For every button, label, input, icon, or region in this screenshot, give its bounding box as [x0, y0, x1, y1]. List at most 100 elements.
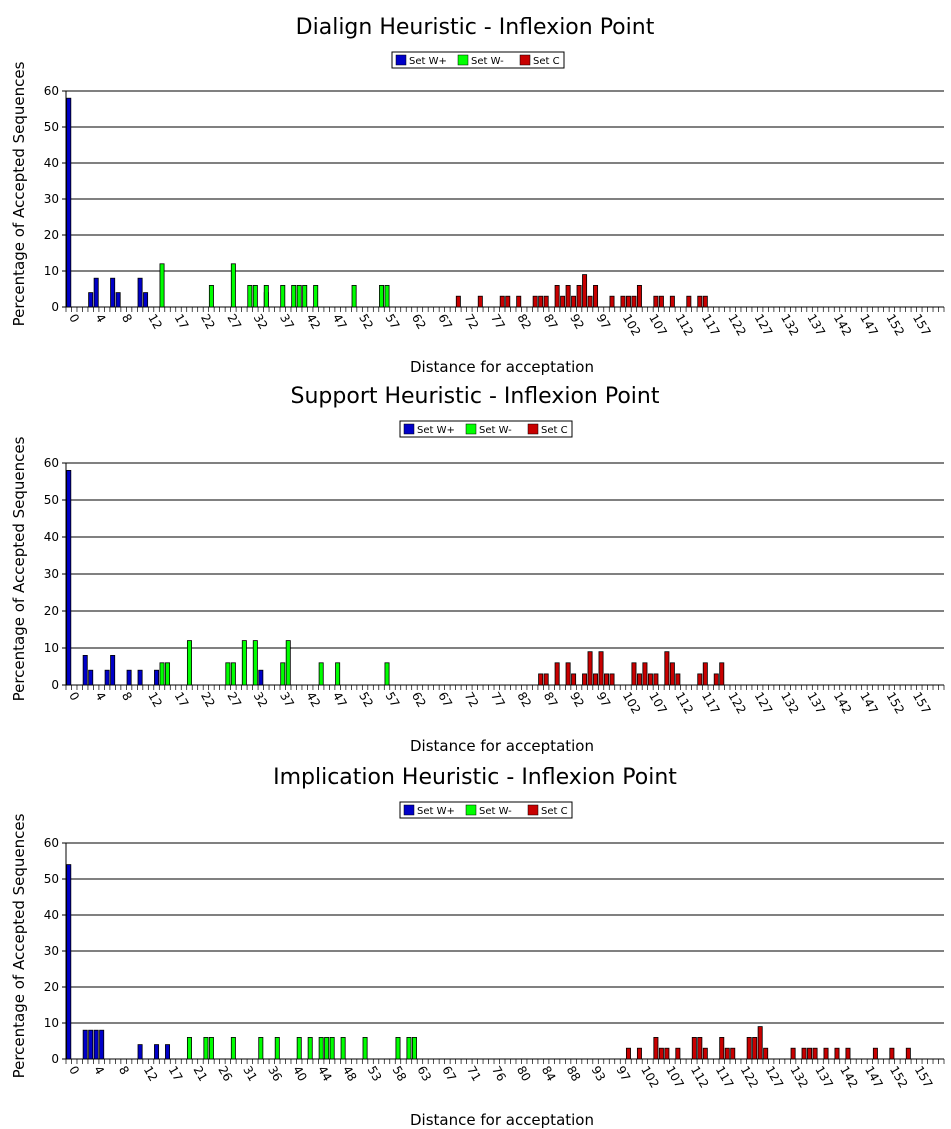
bar: [88, 669, 94, 686]
bar: [554, 662, 560, 686]
bar: [905, 1047, 911, 1060]
bar: [324, 1037, 330, 1060]
x-tick-label: 31: [240, 1064, 260, 1084]
bar: [593, 673, 599, 686]
bar: [252, 284, 258, 308]
bar: [647, 673, 653, 686]
x-tick-label: 22: [198, 690, 218, 710]
x-tick-label: 117: [699, 312, 723, 339]
y-axis-title: Percentage of Accepted Sequences: [10, 61, 28, 326]
x-tick-label: 117: [713, 1064, 737, 1091]
bar: [702, 295, 708, 308]
x-tick-label: 71: [464, 1064, 484, 1084]
bar: [636, 284, 642, 308]
bar: [801, 1047, 807, 1060]
bar: [675, 673, 681, 686]
x-tick-label: 157: [912, 1064, 936, 1091]
x-tick-label: 77: [488, 690, 508, 710]
bar: [658, 295, 664, 308]
bar: [505, 295, 511, 308]
x-tick-label: 132: [787, 1064, 811, 1091]
x-tick-label: 87: [541, 690, 561, 710]
bar: [713, 673, 719, 686]
bar: [653, 673, 659, 686]
bar: [730, 1047, 736, 1060]
chart-1: Dialign Heuristic - Inflexion Point Set W…: [10, 15, 945, 376]
bar: [598, 651, 604, 686]
bar: [631, 295, 637, 308]
x-tick-label: 21: [191, 1064, 211, 1084]
bar: [697, 673, 703, 686]
x-tick-label: 122: [725, 690, 749, 717]
y-tick-label: 30: [44, 192, 59, 206]
legend-swatch: [519, 54, 531, 66]
bar: [609, 673, 615, 686]
chart-2: Support Heuristic - Inflexion Point Set W…: [10, 384, 945, 755]
legend-label: Set W-: [479, 425, 512, 436]
y-tick-label: 0: [51, 300, 59, 314]
bar: [93, 1029, 99, 1060]
bar: [845, 1047, 851, 1060]
bar: [384, 284, 390, 308]
bar: [538, 295, 544, 308]
x-tick-label: 127: [752, 690, 776, 717]
x-tick-label: 0: [66, 312, 82, 326]
x-tick-label: 4: [93, 690, 109, 704]
y-tick-label: 60: [44, 84, 59, 98]
x-tick-label: 84: [539, 1064, 559, 1084]
x-tick-label: 67: [435, 312, 455, 332]
bar: [807, 1047, 813, 1060]
x-tick-label: 142: [831, 312, 855, 339]
bar: [587, 651, 593, 686]
x-tick-label: 8: [116, 1064, 132, 1078]
bar: [406, 1037, 412, 1060]
bar: [225, 662, 231, 686]
bar: [137, 277, 143, 308]
y-tick-label: 10: [44, 641, 59, 655]
legend-swatch: [527, 423, 539, 435]
bar: [93, 277, 99, 308]
x-tick-label: 57: [383, 312, 403, 332]
bar: [263, 284, 269, 308]
x-tick-label: 17: [172, 312, 192, 332]
bar: [88, 292, 94, 308]
bar: [664, 651, 670, 686]
x-tick-label: 137: [804, 690, 828, 717]
x-tick-label: 82: [514, 690, 534, 710]
x-tick-label: 102: [638, 1064, 662, 1091]
legend-swatch: [527, 804, 539, 816]
bar: [593, 284, 599, 308]
bar: [582, 274, 588, 308]
bar: [609, 295, 615, 308]
bar: [576, 284, 582, 308]
x-tick-label: 40: [290, 1064, 310, 1084]
y-tick-label: 0: [51, 1052, 59, 1066]
x-tick-label: 97: [593, 690, 613, 710]
x-tick-label: 92: [567, 690, 587, 710]
y-tick-label: 20: [44, 604, 59, 618]
x-tick-label: 27: [224, 312, 244, 332]
x-tick-label: 107: [646, 312, 670, 339]
legend-swatch: [403, 804, 415, 816]
chart-title: Dialign Heuristic - Inflexion Point: [296, 15, 655, 40]
bar: [241, 640, 247, 686]
x-tick-label: 36: [265, 1064, 285, 1084]
legend-swatch: [395, 54, 407, 66]
bar: [395, 1037, 401, 1060]
x-tick-label: 37: [277, 312, 297, 332]
x-tick-label: 142: [837, 1064, 861, 1091]
bar: [653, 1037, 659, 1060]
y-tick-label: 40: [44, 156, 59, 170]
bar: [636, 1047, 642, 1060]
x-tick-label: 0: [66, 690, 82, 704]
y-axis-title: Percentage of Accepted Sequences: [10, 436, 28, 701]
bar: [587, 295, 593, 308]
bar: [477, 295, 483, 308]
bar: [230, 662, 236, 686]
x-tick-label: 4: [91, 1064, 107, 1078]
bar: [384, 662, 390, 686]
bar: [411, 1037, 417, 1060]
bar: [702, 662, 708, 686]
x-tick-label: 97: [613, 1064, 633, 1084]
x-tick-label: 112: [688, 1064, 712, 1091]
